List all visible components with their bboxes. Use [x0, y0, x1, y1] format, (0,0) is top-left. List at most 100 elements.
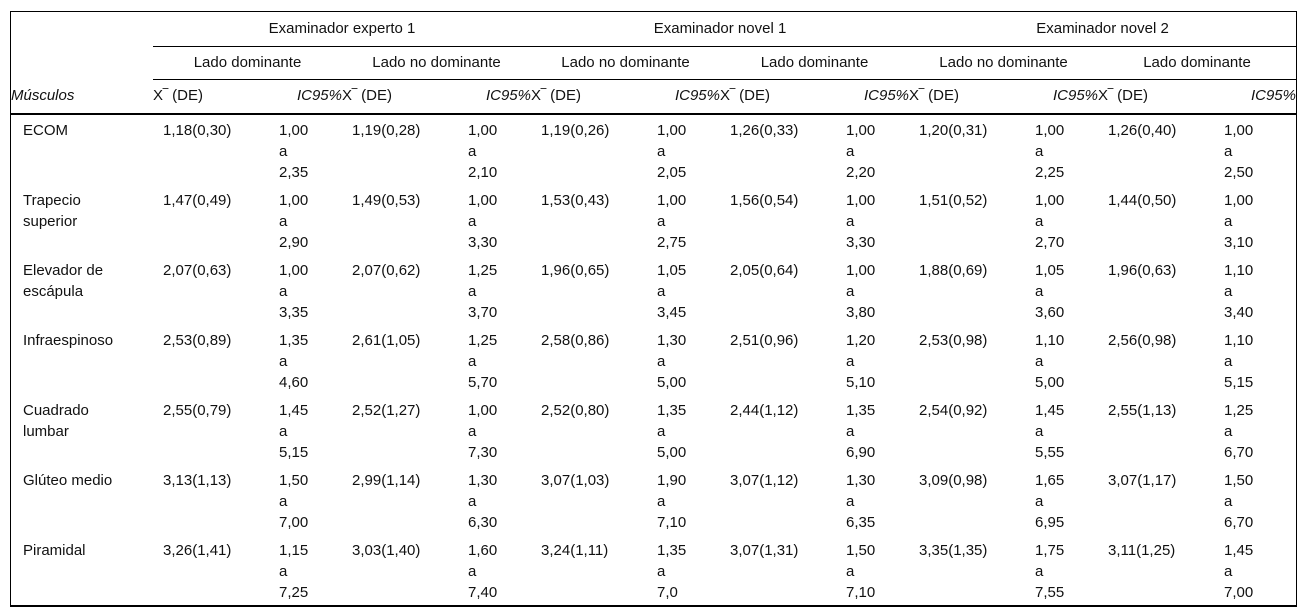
mean-sd-value: 2,52(1,27) [352, 402, 421, 419]
mean-sd-value: 1,19(0,26) [541, 122, 610, 139]
mean-sd-value: 3,09(0,98) [919, 472, 988, 489]
mean-sd-value: 1,20(0,31) [919, 122, 988, 139]
mean-sd-value: 3,35(1,35) [919, 542, 988, 559]
mean-sd-value: 3,11(1,25) [1108, 542, 1176, 559]
muscle-name: Cuadrado lumbar [11, 395, 153, 465]
ic95-value: 1,30 a 6,30 [468, 472, 498, 531]
examiner-header-row: Examinador experto 1 Examinador novel 1 … [11, 12, 1296, 47]
ic95-value: 1,00 a 2,75 [657, 192, 687, 251]
ic95-value: 1,00 a 2,05 [657, 122, 687, 181]
ic95-value: 1,10 a 5,00 [1035, 332, 1065, 391]
ic95-value: 1,35 a 5,00 [657, 402, 687, 461]
ic95-value: 1,00 a 2,20 [846, 122, 876, 181]
ic95-value: 1,00 a 3,10 [1224, 192, 1254, 251]
mean-sd-value: 3,07(1,17) [1108, 472, 1177, 489]
mean-sd-value: 3,07(1,12) [730, 472, 799, 489]
ic95-value: 1,00 a 2,70 [1035, 192, 1065, 251]
mean-sd-header: X‾ (DE) [1098, 79, 1215, 115]
mean-sd-value: 1,26(0,33) [730, 122, 799, 139]
ic95-value: 1,60 a 7,40 [468, 542, 498, 601]
results-table-frame: Examinador experto 1 Examinador novel 1 … [10, 11, 1297, 607]
mean-sd-value: 2,53(0,98) [919, 332, 988, 349]
mean-sd-header: X‾ (DE) [342, 79, 458, 115]
mean-sd-value: 1,53(0,43) [541, 192, 610, 209]
mean-sd-value: 1,49(0,53) [352, 192, 421, 209]
mean-sd-header: X‾ (DE) [720, 79, 836, 115]
ic95-value: 1,00 a 2,35 [279, 122, 309, 181]
side-header: Lado dominante [1098, 46, 1296, 80]
mean-sd-value: 3,26(1,41) [163, 542, 232, 559]
ic95-value: 1,00 a 3,30 [468, 192, 498, 251]
ic95-value: 1,35 a 7,0 [657, 542, 687, 601]
mean-sd-value: 3,13(1,13) [163, 472, 232, 489]
mean-sd-value: 1,44(0,50) [1108, 192, 1177, 209]
ic95-value: 1,25 a 3,70 [468, 262, 498, 321]
ic95-value: 1,00 a 7,30 [468, 402, 498, 461]
mean-sd-value: 1,88(0,69) [919, 262, 988, 279]
muscle-name: Elevador de escápula [11, 255, 153, 325]
muscle-name-label: Piramidal [23, 542, 86, 559]
mean-sd-value: 2,51(0,96) [730, 332, 799, 349]
mean-sd-value: 1,96(0,63) [1108, 262, 1177, 279]
table-row: Trapecio superior 1,47(0,49) 1,00 a 2,90 1,… [11, 185, 1296, 255]
ic95-value: 1,20 a 5,10 [846, 332, 876, 391]
ic95-header: IC95% [269, 79, 342, 115]
ic95-value: 1,65 a 6,95 [1035, 472, 1065, 531]
mean-sd-value: 2,55(1,13) [1108, 402, 1177, 419]
mean-sd-value: 1,18(0,30) [163, 122, 232, 139]
ic95-value: 1,50 a 6,70 [1224, 472, 1254, 531]
mean-sd-value: 1,26(0,40) [1108, 122, 1177, 139]
mean-sd-value: 1,96(0,65) [541, 262, 610, 279]
muscle-name: Glúteo medio [11, 465, 153, 535]
ic95-value: 1,00 a 2,25 [1035, 122, 1065, 181]
ic95-value: 1,45 a 5,15 [279, 402, 309, 461]
mean-sd-value: 2,55(0,79) [163, 402, 232, 419]
ic95-header: IC95% [836, 79, 910, 115]
table-row: Infraespinoso 2,53(0,89) 1,35 a 4,60 2,61(1… [11, 325, 1296, 395]
muscle-name-label: Infraespinoso [23, 332, 114, 349]
examiner-group-header: Examinador novel 1 [531, 12, 910, 47]
muscle-name-label: ECOM [23, 122, 68, 139]
ic95-value: 1,00 a 2,50 [1224, 122, 1254, 181]
ic95-value: 1,45 a 7,00 [1224, 542, 1254, 601]
ic95-value: 1,10 a 3,40 [1224, 262, 1254, 321]
ic95-value: 1,00 a 3,80 [846, 262, 876, 321]
ic95-value: 1,30 a 5,00 [657, 332, 687, 391]
mean-sd-header: X‾ (DE) [531, 79, 647, 115]
table-row: Elevador de escápula 2,07(0,63) 1,00 a 3,3… [11, 255, 1296, 325]
mean-sd-value: 2,07(0,63) [163, 262, 232, 279]
mean-sd-value: 3,24(1,11) [541, 542, 609, 559]
mean-sd-value: 2,07(0,62) [352, 262, 421, 279]
ic95-value: 1,35 a 4,60 [279, 332, 309, 391]
side-header: Lado dominante [720, 46, 910, 80]
table-row: Piramidal 3,26(1,41) 1,15 a 7,25 3,03(1,40)… [11, 535, 1296, 605]
muscle-name-label: Trapecio superior [23, 192, 81, 230]
table-row: ECOM 1,18(0,30) 1,00 a 2,35 1,19(0,28) 1,00 … [11, 114, 1296, 185]
ic95-header: IC95% [647, 79, 720, 115]
muscle-name-label: Glúteo medio [23, 472, 113, 489]
mean-sd-value: 2,58(0,86) [541, 332, 610, 349]
ic95-value: 1,50 a 7,00 [279, 472, 309, 531]
mean-sd-header: X‾ (DE) [909, 79, 1026, 115]
measure-header-row: Músculos X‾ (DE) IC95% X‾ (DE) IC95% X‾ … [11, 79, 1296, 115]
ic95-value: 1,90 a 7,10 [657, 472, 687, 531]
mean-sd-value: 1,19(0,28) [352, 122, 421, 139]
ic95-value: 1,45 a 5,55 [1035, 402, 1065, 461]
mean-sd-value: 1,47(0,49) [163, 192, 232, 209]
examiner-group-header: Examinador experto 1 [153, 12, 531, 47]
table-row: Cuadrado lumbar 2,55(0,79) 1,45 a 5,15 2,52… [11, 395, 1296, 465]
ic95-value: 1,00 a 2,10 [468, 122, 498, 181]
muscles-column-header: Músculos [11, 79, 153, 115]
muscle-name: ECOM [11, 114, 153, 185]
ic95-value: 1,00 a 2,90 [279, 192, 309, 251]
mean-sd-value: 2,05(0,64) [730, 262, 799, 279]
ic95-value: 1,05 a 3,45 [657, 262, 687, 321]
ic95-value: 1,25 a 6,70 [1224, 402, 1254, 461]
ic95-value: 1,25 a 5,70 [468, 332, 498, 391]
side-header: Lado dominante [153, 46, 342, 80]
ic95-header: IC95% [1025, 79, 1099, 115]
ic95-value: 1,00 a 3,30 [846, 192, 876, 251]
ic95-header: IC95% [1214, 79, 1296, 115]
side-header: Lado no dominante [909, 46, 1099, 80]
ic95-value: 1,00 a 3,35 [279, 262, 309, 321]
